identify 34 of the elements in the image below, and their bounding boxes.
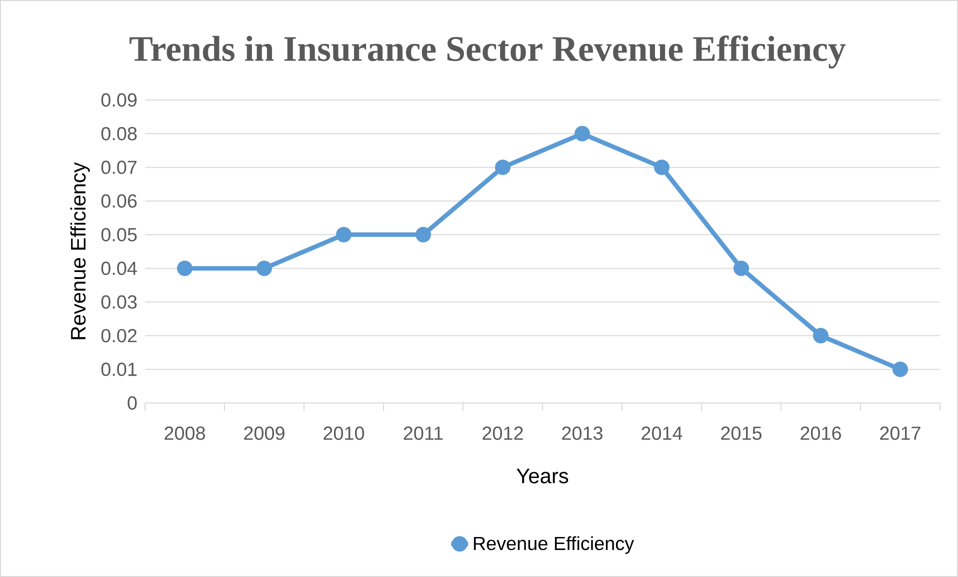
- legend-label: Revenue Efficiency: [474, 536, 634, 554]
- point: [336, 226, 352, 242]
- point: [574, 126, 590, 142]
- point: [256, 260, 272, 276]
- y-tick-label: 0.09: [101, 93, 137, 107]
- point: [892, 362, 908, 378]
- x-axis-title: Years: [516, 468, 568, 484]
- y-tick-label: 0: [128, 396, 137, 410]
- point: [416, 226, 432, 242]
- x-tick-label: 2009: [244, 426, 284, 440]
- y-tick-label: 0.04: [101, 262, 137, 276]
- x-tick-label: 2012: [482, 426, 523, 440]
- point: [813, 328, 829, 344]
- y-tick-label: 0.01: [101, 362, 137, 376]
- y-tick-label: 0.07: [101, 160, 137, 174]
- x-tick-label: 2008: [164, 426, 205, 440]
- point: [495, 160, 511, 176]
- y-tick-label: 0.02: [101, 328, 137, 342]
- x-tick-label: 2013: [562, 426, 602, 440]
- chart-title: Trends in Insurance Sector Revenue Efficiency: [130, 36, 846, 68]
- y-tick-label: 0.08: [101, 126, 137, 140]
- point: [177, 260, 193, 276]
- x-tick-label: 2015: [721, 426, 762, 440]
- y-axis-title: Revenue Efficiency: [70, 162, 90, 340]
- x-tick-label: 2010: [324, 426, 364, 440]
- x-tick-label: 2014: [642, 426, 682, 440]
- y-tick-label: 0.06: [101, 194, 137, 208]
- point: [654, 160, 670, 176]
- y-tick-label: 0.05: [101, 228, 137, 242]
- x-tick-label: 2016: [800, 426, 841, 440]
- x-tick-label: 2011: [404, 426, 443, 440]
- point: [734, 260, 750, 276]
- y-tick-label: 0.03: [101, 295, 137, 309]
- x-tick-label: 2017: [880, 426, 920, 440]
